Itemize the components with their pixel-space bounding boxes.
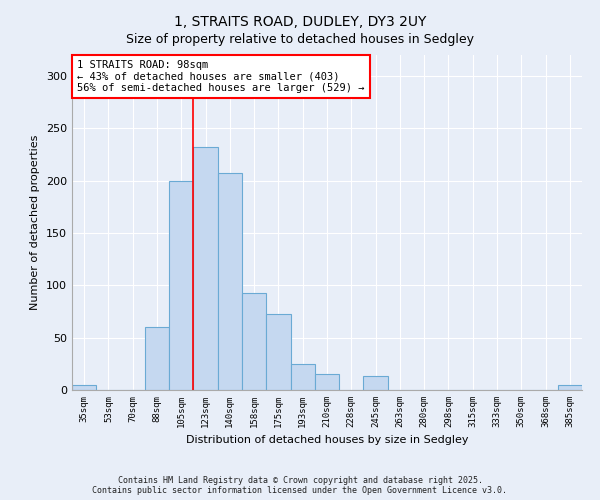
Text: 1 STRAITS ROAD: 98sqm
← 43% of detached houses are smaller (403)
56% of semi-det: 1 STRAITS ROAD: 98sqm ← 43% of detached … [77, 60, 365, 93]
Text: Contains HM Land Registry data © Crown copyright and database right 2025.
Contai: Contains HM Land Registry data © Crown c… [92, 476, 508, 495]
Bar [242, 292, 266, 390]
X-axis label: Distribution of detached houses by size in Sedgley: Distribution of detached houses by size … [186, 436, 468, 446]
Bar [193, 147, 218, 390]
Bar [72, 385, 96, 390]
Text: 1, STRAITS ROAD, DUDLEY, DY3 2UY: 1, STRAITS ROAD, DUDLEY, DY3 2UY [174, 15, 426, 29]
Text: Size of property relative to detached houses in Sedgley: Size of property relative to detached ho… [126, 32, 474, 46]
Bar [290, 364, 315, 390]
Bar [558, 385, 582, 390]
Bar [218, 174, 242, 390]
Bar [145, 327, 169, 390]
Bar [315, 374, 339, 390]
Bar [169, 180, 193, 390]
Bar [364, 376, 388, 390]
Bar [266, 314, 290, 390]
Y-axis label: Number of detached properties: Number of detached properties [31, 135, 40, 310]
